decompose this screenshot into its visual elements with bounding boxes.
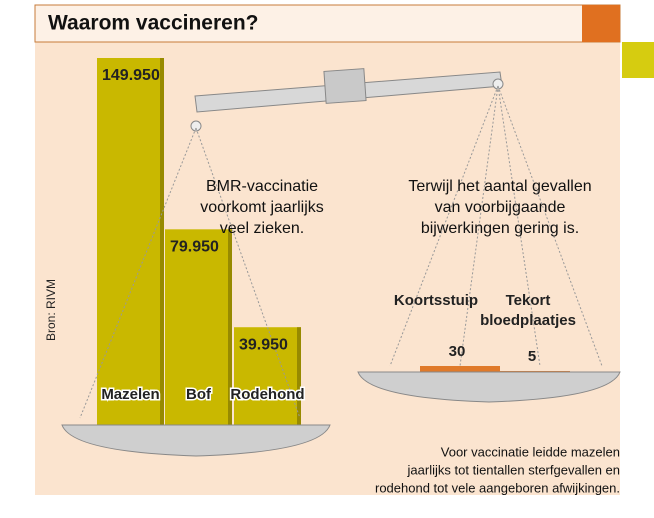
page: Waarom vaccineren? Bron: RIVM 149.950 Maz… [0,0,654,513]
value-label: 39.950 [239,336,288,353]
category-label: Bof [186,386,212,403]
value-label: 79.950 [170,239,219,256]
category-label: Mazelen [101,386,159,403]
annotation: veel zieken. [220,220,305,237]
annotation: BMR-vaccinatie [206,178,318,195]
category-label: Tekort bloedplaatjes [478,291,578,331]
infographic: Waarom vaccineren? Bron: RIVM 149.950 Maz… [0,0,654,513]
pivot [191,121,201,131]
footnote: Voor vaccinatie leidde mazelen [441,444,620,459]
value-label: 149.950 [102,67,160,84]
bar [97,58,164,425]
annotation: Terwijl het aantal gevallen [408,178,591,195]
annotation: voorkomt jaarlijks [200,199,324,216]
annotation: bijwerkingen gering is. [421,220,579,237]
beam-center [324,69,366,104]
value-label: 5 [528,348,536,365]
category-label: Koortsstuip [394,292,478,309]
accent-square [622,42,654,78]
source: Bron: RIVM [44,279,58,341]
footnote: rodehond tot vele aangeboren afwijkingen… [375,480,620,495]
value-label: 30 [449,343,466,360]
annotation: van voorbijgaande [435,199,566,216]
bar [420,366,500,372]
title-accent [582,5,620,42]
title: Waarom vaccineren? [48,12,258,35]
category-label: Rodehond [230,386,304,403]
footnote: jaarlijks tot tientallen sterfgevallen e… [407,462,620,477]
bar-side [160,58,164,425]
